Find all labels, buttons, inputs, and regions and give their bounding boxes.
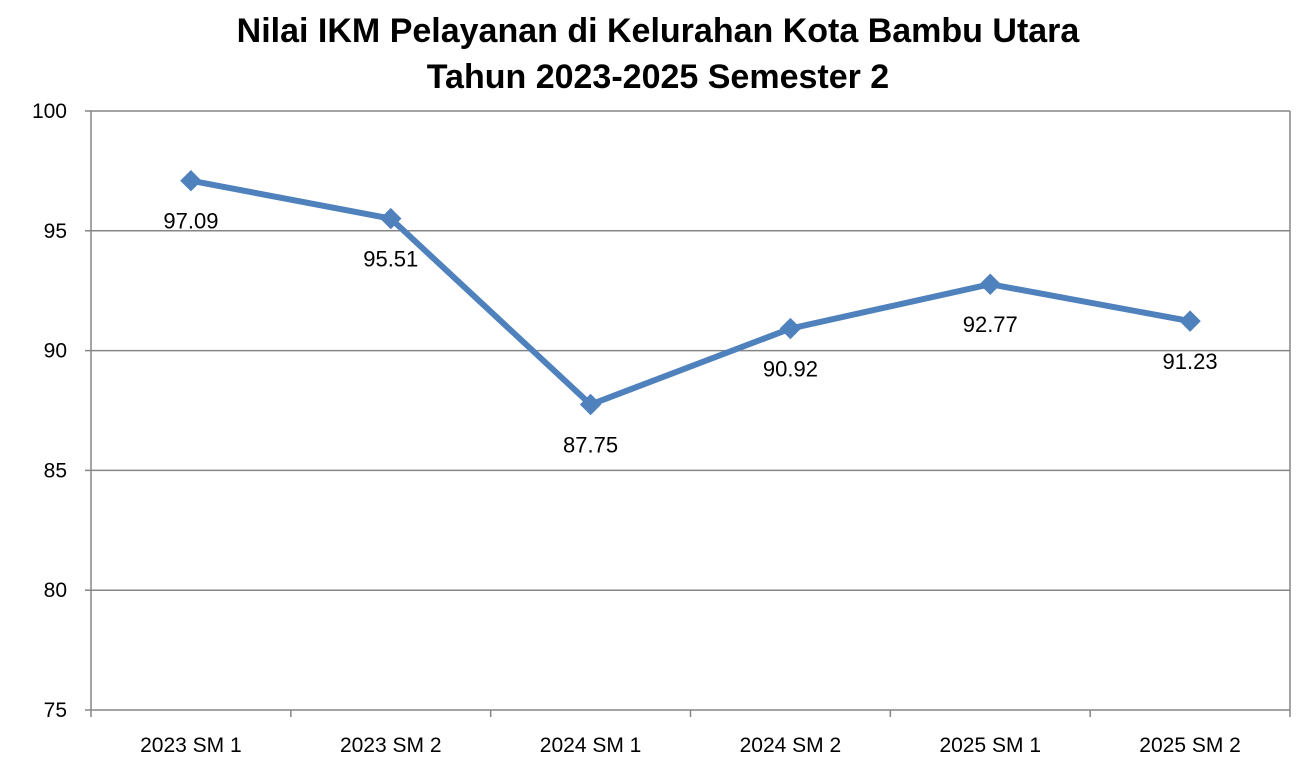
series-line (187, 177, 1194, 408)
data-label: 97.09 (163, 209, 218, 234)
data-labels: 97.09 95.51 87.75 90.92 92.77 91.23 (163, 209, 1217, 458)
x-tick-label: 2025 SM 2 (1139, 734, 1241, 757)
x-tick-label: 2024 SM 1 (540, 734, 642, 757)
data-point-marker (1179, 310, 1201, 332)
data-point-marker (979, 273, 1001, 295)
y-tick-label: 85 (44, 459, 67, 482)
data-label: 95.51 (363, 247, 418, 272)
x-tick-label: 2023 SM 2 (340, 734, 442, 757)
gridlines (91, 110, 1291, 710)
data-point-marker (380, 207, 402, 230)
chart-title: Nilai IKM Pelayanan di Kelurahan Kota Ba… (0, 8, 1316, 100)
y-tick-label: 100 (32, 100, 67, 123)
axes: 75 80 85 90 95 100 2023 SM 1 2023 SM 2 2024 SM 1… (32, 100, 1291, 757)
data-label: 90.92 (763, 357, 818, 382)
x-tick-label: 2025 SM 1 (939, 734, 1041, 757)
y-tick-label: 80 (44, 579, 67, 602)
chart-title-line-1: Nilai IKM Pelayanan di Kelurahan Kota Ba… (236, 12, 1080, 50)
data-label: 92.77 (963, 312, 1018, 337)
y-tick-label: 95 (44, 220, 67, 243)
series-layer (180, 170, 1201, 416)
x-tick-label: 2024 SM 2 (740, 734, 842, 757)
data-point-marker (779, 317, 802, 340)
data-point-marker (579, 393, 602, 416)
chart-title-line-2: Tahun 2023-2025 Semester 2 (426, 58, 890, 96)
y-tick-label: 90 (44, 340, 67, 363)
y-tick-label: 75 (44, 699, 67, 722)
data-label: 87.75 (563, 433, 618, 458)
data-point-marker (180, 170, 202, 192)
x-tick-label: 2023 SM 1 (140, 734, 242, 757)
data-label: 91.23 (1163, 349, 1218, 374)
